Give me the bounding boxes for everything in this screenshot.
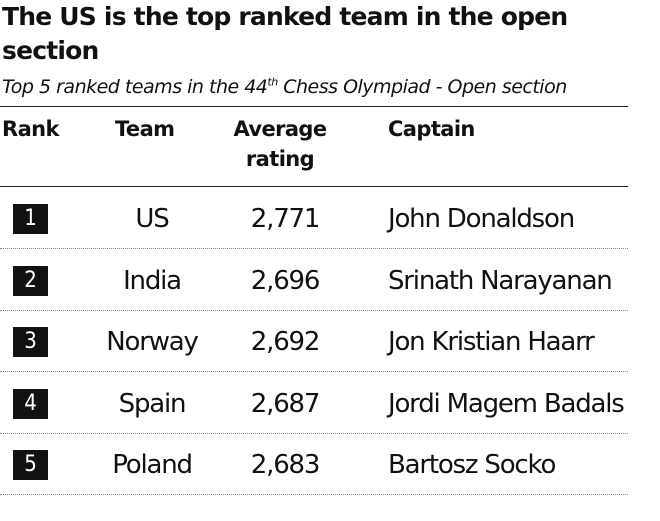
rank-badge: 2 bbox=[13, 265, 48, 296]
team-cell: Poland bbox=[112, 450, 193, 480]
header-average-rating: Average rating bbox=[230, 114, 330, 174]
captain-cell: Bartosz Socko bbox=[388, 450, 556, 480]
average-rating-cell: 2,687 bbox=[250, 388, 321, 419]
header-average-rating-line2: rating bbox=[245, 147, 315, 171]
table-row: 1 US 2,771 John Donaldson bbox=[0, 187, 628, 249]
table-row: 2 India 2,696 Srinath Narayanan bbox=[0, 249, 628, 311]
header-rank: Rank bbox=[2, 117, 59, 141]
chart-subtitle: Top 5 ranked teams in the 44th Chess Oly… bbox=[2, 74, 642, 100]
chart-title: The US is the top ranked team in the ope… bbox=[2, 2, 568, 65]
average-rating-cell: 2,696 bbox=[250, 265, 321, 296]
header-team: Team bbox=[115, 117, 175, 141]
subtitle-superscript: th bbox=[267, 75, 278, 89]
top-rule bbox=[0, 106, 628, 107]
captain-cell: Jon Kristian Haarr bbox=[388, 327, 595, 357]
average-rating-cell: 2,683 bbox=[250, 450, 321, 480]
table-row: 3 Norway 2,692 Jon Kristian Haarr bbox=[0, 310, 628, 372]
captain-cell: Jordi Magem Badals bbox=[388, 388, 625, 419]
header-captain: Captain bbox=[388, 117, 475, 141]
captain-cell: John Donaldson bbox=[388, 204, 575, 234]
team-cell: US bbox=[135, 204, 169, 234]
team-cell: India bbox=[123, 265, 182, 296]
average-rating-cell: 2,771 bbox=[250, 204, 321, 234]
row-divider bbox=[0, 309, 628, 311]
header-rule bbox=[0, 186, 628, 187]
team-cell: Spain bbox=[118, 388, 187, 419]
subtitle-text-end: Chess Olympiad - Open section bbox=[277, 76, 567, 98]
row-divider bbox=[0, 432, 628, 434]
subtitle-text-start: Top 5 ranked teams in the 44 bbox=[2, 76, 268, 98]
team-cell: Norway bbox=[106, 327, 199, 357]
row-divider bbox=[0, 371, 628, 372]
table-row: 4 Spain 2,687 Jordi Magem Badals bbox=[0, 372, 628, 434]
rank-badge: 3 bbox=[13, 327, 48, 357]
rank-badge: 1 bbox=[13, 204, 48, 234]
captain-cell: Srinath Narayanan bbox=[388, 265, 613, 296]
rank-badge: 5 bbox=[13, 450, 48, 480]
row-divider bbox=[0, 494, 628, 495]
rank-badge: 4 bbox=[13, 388, 48, 419]
row-divider bbox=[0, 248, 628, 249]
table-row: 5 Poland 2,683 Bartosz Socko bbox=[0, 433, 628, 495]
average-rating-cell: 2,692 bbox=[250, 327, 321, 357]
header-average-rating-line1: Average bbox=[233, 117, 327, 141]
